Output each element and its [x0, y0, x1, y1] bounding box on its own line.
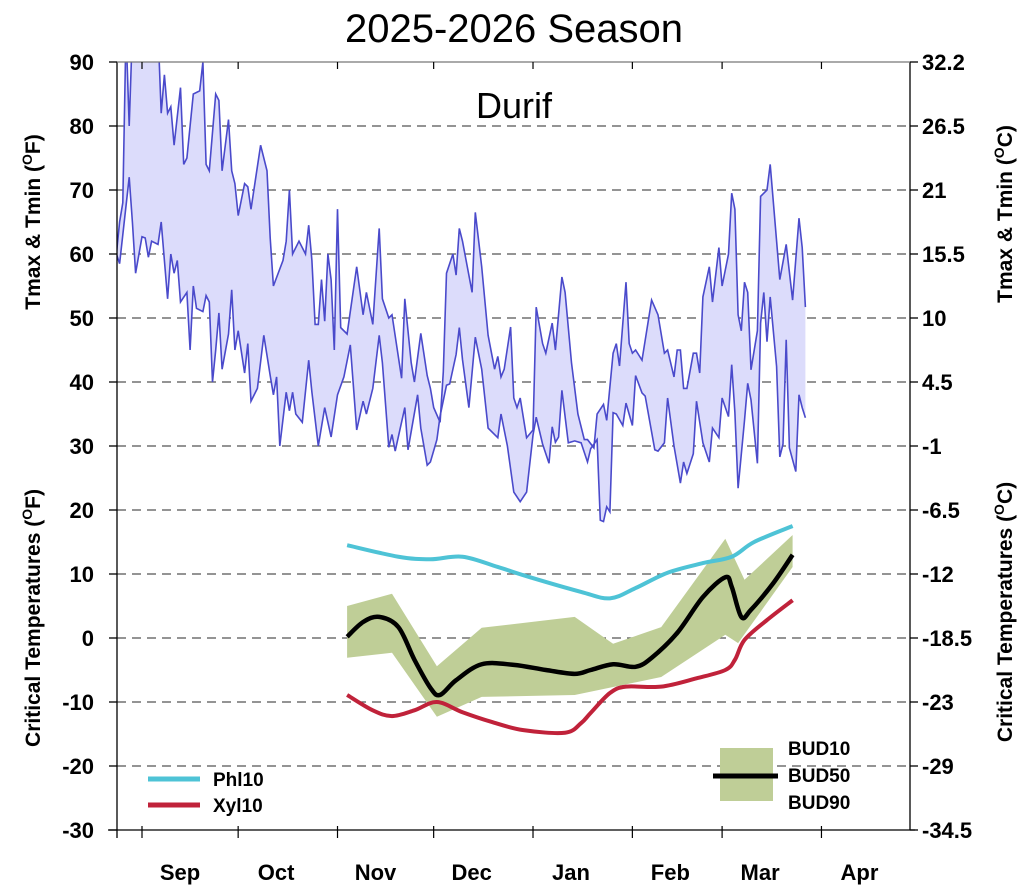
y-tick-label-right: -18.5: [922, 626, 972, 651]
axis-title-unit: F): [22, 134, 45, 154]
x-tick-label: Feb: [651, 860, 690, 885]
xyl10-line: [346, 598, 794, 736]
legend-label-phl10: Phl10: [213, 770, 264, 791]
axis-title-text: Tmax & Tmin (: [22, 165, 45, 310]
x-tick-label: Oct: [258, 860, 295, 885]
y-tick-label-left: 30: [70, 434, 94, 459]
data-marks: [117, 62, 807, 736]
legend-label-bud90: BUD90: [788, 793, 850, 814]
y-tick-label-left: 20: [70, 498, 94, 523]
y-tick-label-left: -20: [62, 754, 94, 779]
y-tick-label-left: 80: [70, 114, 94, 139]
axis-title-unit: F): [22, 489, 45, 509]
x-tick-label: Mar: [741, 860, 781, 885]
y-tick-label-left: 70: [70, 178, 94, 203]
y-tick-label-right: -29: [922, 754, 954, 779]
legend-label-xyl10: Xyl10: [213, 796, 263, 817]
axis-title-unit: C): [994, 125, 1017, 147]
chart-subtitle: Durif: [476, 85, 553, 126]
y-tick-label-left: 50: [70, 306, 94, 331]
chart-title: 2025-2026 Season: [345, 7, 683, 51]
axis-title-text: Critical Temperatures (: [994, 515, 1017, 742]
y-tick-label-right: -23: [922, 690, 954, 715]
tmax-line: [117, 62, 807, 450]
legend: Phl10 Xyl10 BUD10 BUD50 BUD90: [148, 739, 850, 817]
y-tick-label-right: 4.5: [922, 370, 953, 395]
y-axis-title-right-top: Tmax & Tmin (OC): [991, 125, 1017, 303]
x-tick-label: Jan: [552, 860, 590, 885]
axis-title-superscript: O: [19, 154, 35, 165]
y-tick-label-left: 90: [70, 50, 94, 75]
y-tick-label-left: 10: [70, 562, 94, 587]
y-tick-label-left: -30: [62, 818, 94, 843]
y-axis-title-right-bottom: Critical Temperatures (OC): [991, 482, 1017, 742]
y-tick-label-right: 10: [922, 306, 946, 331]
bud50-line: [345, 553, 795, 698]
y-tick-label-left: 40: [70, 370, 94, 395]
y-tick-label-right: -1: [922, 434, 942, 459]
y-tick-label-right: -12: [922, 562, 954, 587]
y-tick-label-left: 60: [70, 242, 94, 267]
axis-title-unit: C): [994, 482, 1017, 504]
y-tick-label-right: -34.5: [922, 818, 972, 843]
y-tick-label-right: 21: [922, 178, 946, 203]
axis-title-superscript: O: [991, 504, 1007, 515]
y-axis-title-left-bottom: Critical Temperatures (OF): [19, 489, 45, 747]
y-axis-title-left-top: Tmax & Tmin (OF): [19, 134, 45, 309]
axis-title-text: Tmax & Tmin (: [994, 158, 1017, 303]
x-tick-label: Dec: [451, 860, 491, 885]
axis-title-superscript: O: [19, 509, 35, 520]
x-tick-label: Apr: [841, 860, 879, 885]
axis-title-superscript: O: [991, 147, 1007, 158]
bud10-bud90-band: [347, 535, 793, 717]
axis-title-text: Critical Temperatures (: [22, 520, 45, 747]
legend-label-bud10: BUD10: [788, 739, 850, 760]
x-tick-label: Sep: [160, 860, 200, 885]
y-tick-label-right: 26.5: [922, 114, 965, 139]
legend-label-bud50: BUD50: [788, 766, 850, 787]
x-tick-label: Nov: [355, 860, 397, 885]
y-tick-label-left: 0: [82, 626, 94, 651]
y-tick-label-right: 15.5: [922, 242, 965, 267]
phl10-line: [346, 524, 794, 601]
y-tick-label-left: -10: [62, 690, 94, 715]
tmin-line: [117, 177, 807, 523]
y-tick-label-right: -6.5: [922, 498, 960, 523]
y-tick-label-right: 32.2: [922, 50, 965, 75]
